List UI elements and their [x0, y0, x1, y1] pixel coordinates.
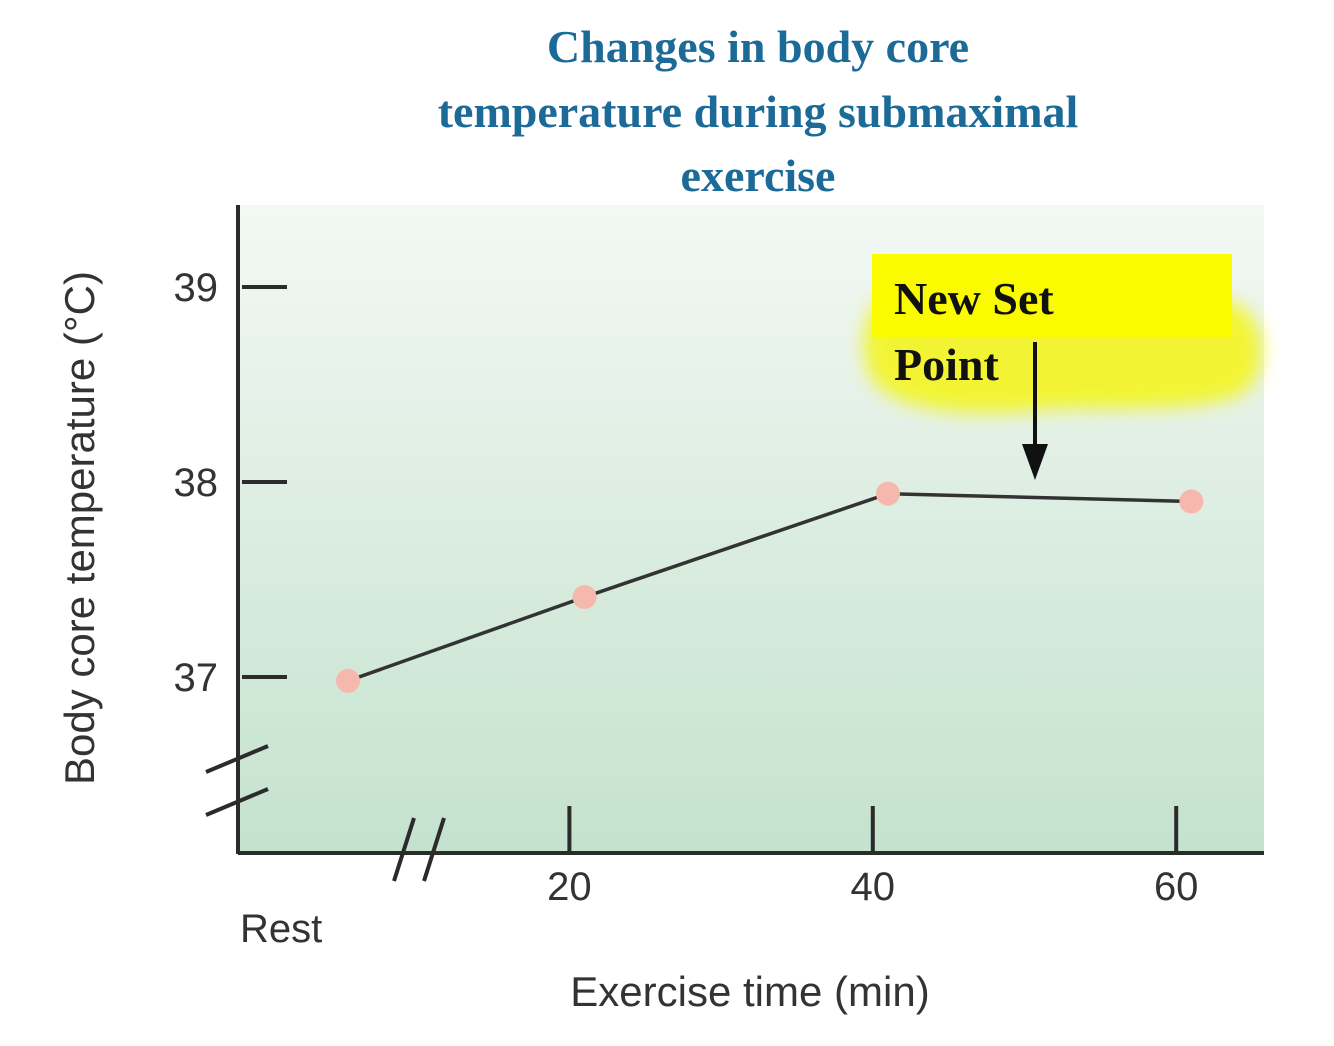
- series-line-segment: [347, 595, 586, 683]
- chart-title-line-2: temperature during submaximal: [438, 86, 1079, 137]
- y-tick-label: 38: [174, 461, 219, 505]
- chart-title-line-1: Changes in body core: [547, 21, 969, 72]
- y-axis-break-mark: [205, 744, 269, 774]
- data-point: [1179, 489, 1204, 514]
- x-tick-label: 60: [1154, 865, 1199, 909]
- y-tick-label: 37: [174, 656, 219, 700]
- x-tick-label: 20: [547, 865, 592, 909]
- series-line-segment: [887, 491, 1192, 504]
- x-rest-label: Rest: [240, 907, 322, 951]
- data-point: [336, 668, 360, 693]
- x-axis-break-mark: [392, 817, 416, 882]
- x-axis-label: Exercise time (min): [570, 968, 929, 1015]
- x-axis-break-mark: [422, 817, 446, 882]
- series-line-segment: [584, 492, 889, 599]
- y-axis-label: Body core temperature (°C): [56, 271, 103, 785]
- data-point: [572, 585, 597, 610]
- x-tick-label: 40: [851, 865, 896, 909]
- annotation-text-line-2: Point: [894, 339, 999, 390]
- annotation-highlight: [863, 254, 1263, 414]
- annotation-arrow-head: [1022, 444, 1048, 480]
- chart-title-line-3: exercise: [681, 150, 836, 201]
- y-axis-break-mark: [205, 787, 269, 817]
- annotation-text-line-1: New Set: [894, 273, 1054, 324]
- data-point: [875, 481, 900, 506]
- y-tick-label: 39: [174, 266, 219, 310]
